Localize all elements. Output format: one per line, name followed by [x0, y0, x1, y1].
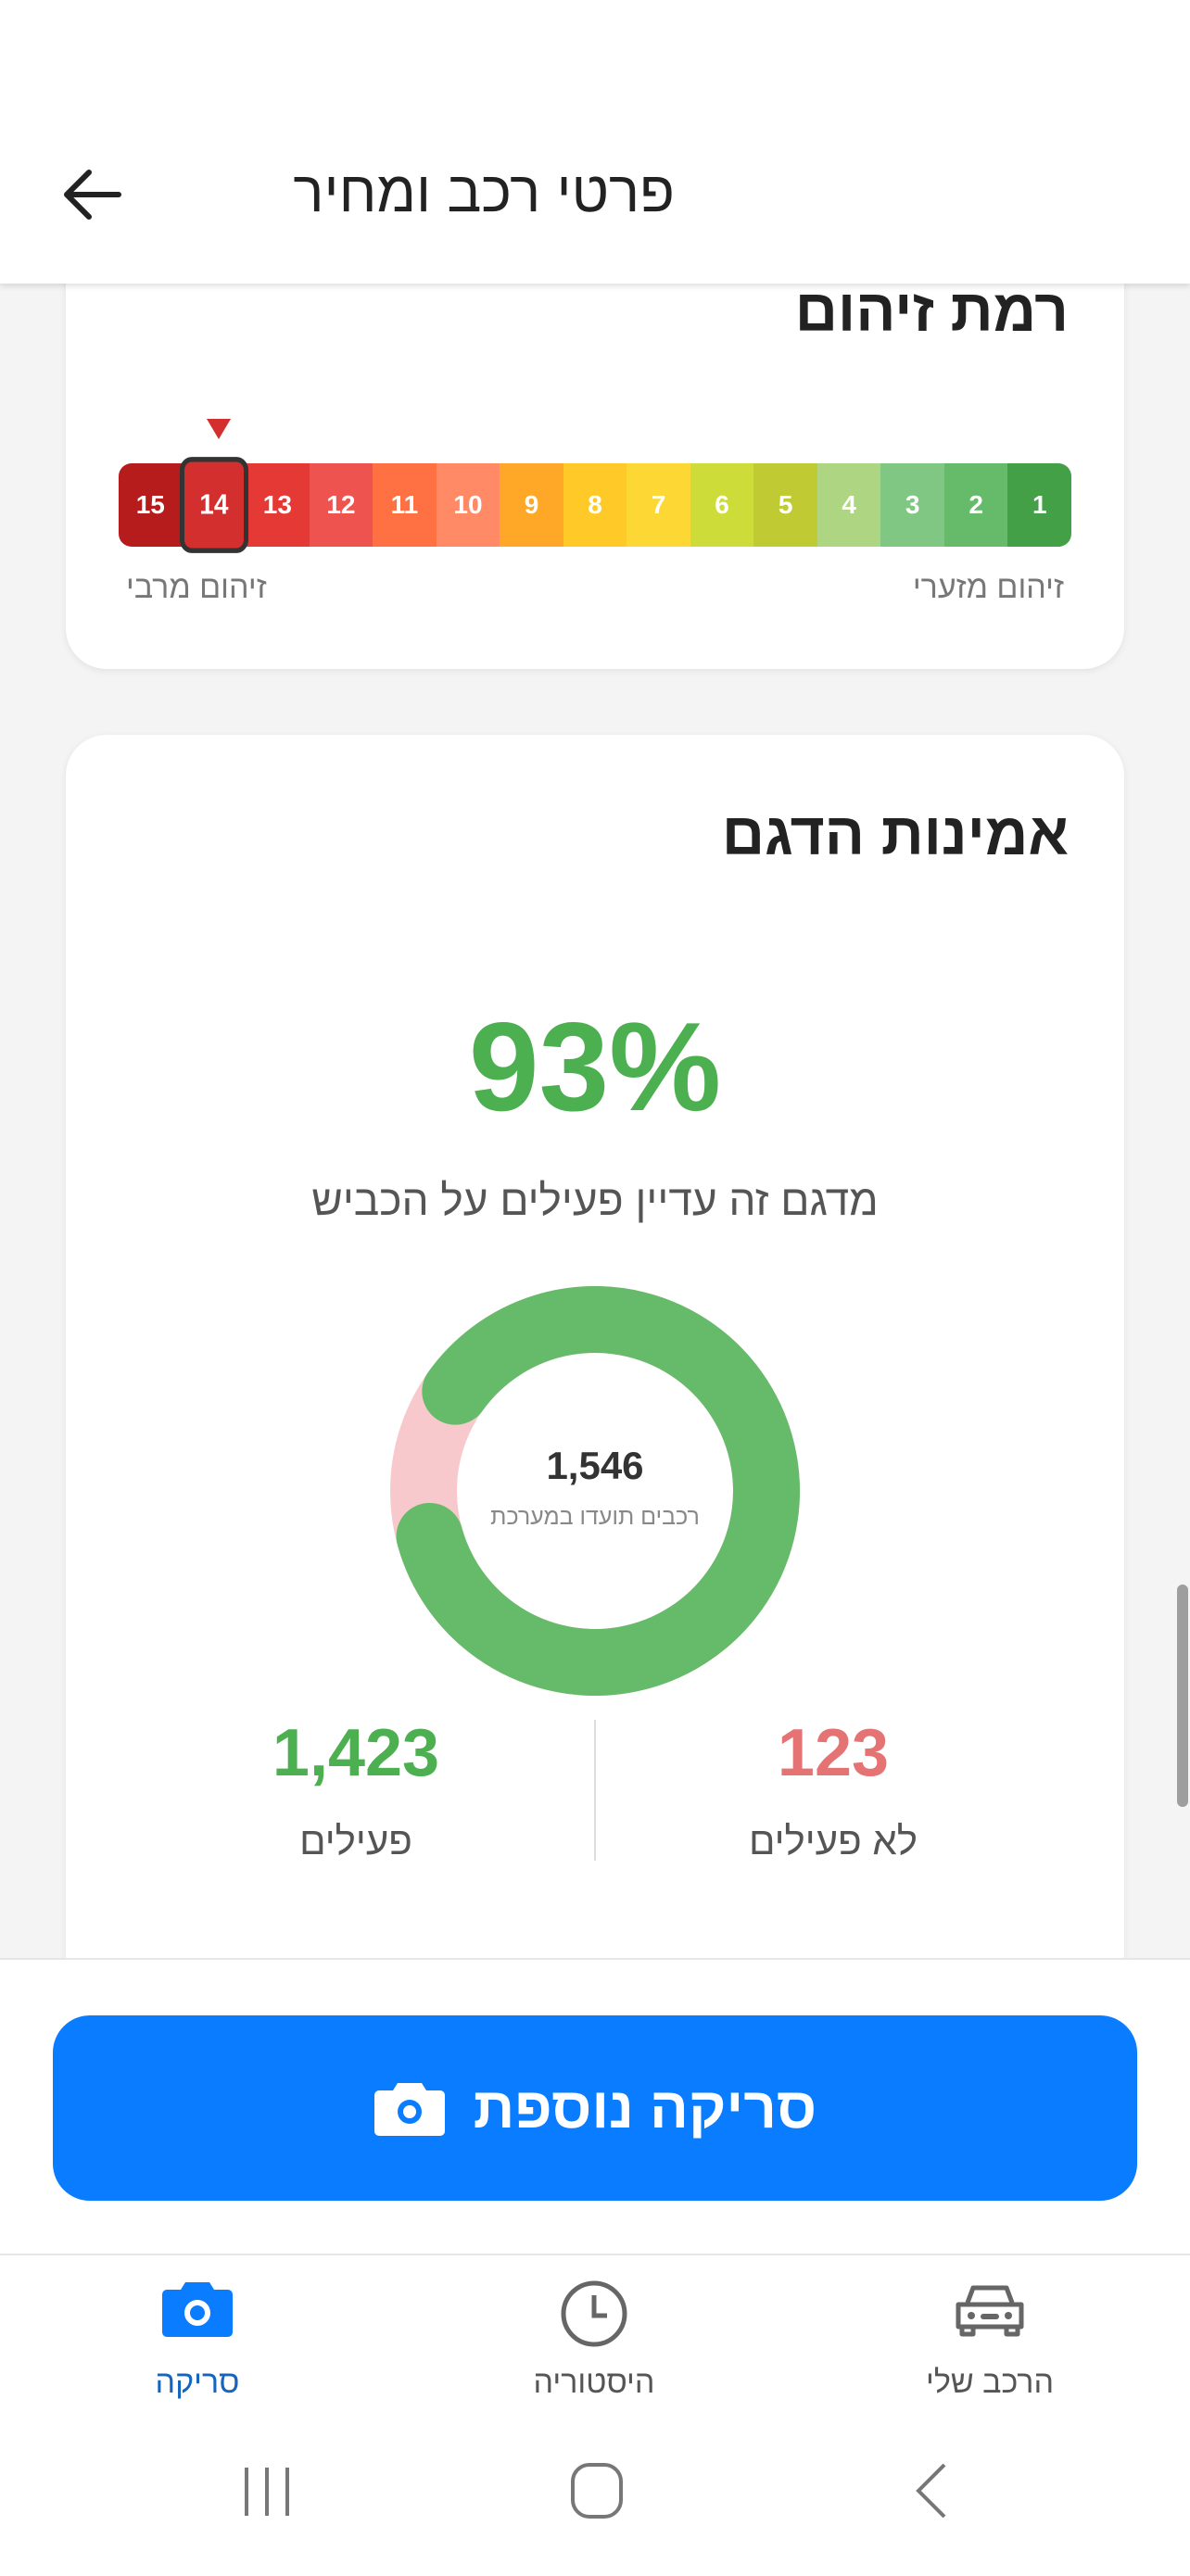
- nav-item-history[interactable]: היסטוריה: [455, 2279, 733, 2401]
- active-arc: [390, 1286, 800, 1696]
- pollution-level-10: 10: [436, 463, 500, 547]
- pollution-level-5: 5: [753, 463, 817, 547]
- nav-label: סריקה: [155, 2365, 240, 2400]
- pollution-level-13: 13: [246, 463, 310, 547]
- active-label: פעילים: [299, 1819, 412, 1863]
- scrollbar[interactable]: [1177, 1585, 1188, 1807]
- pollution-level-7: 7: [627, 463, 690, 547]
- nav-item-my-car[interactable]: הרכב שלי: [851, 2279, 1129, 2401]
- reliability-percent: 93%: [468, 996, 722, 1137]
- camera-icon: [373, 2083, 445, 2136]
- total-vehicles-label: רכבים תועדו במערכת: [490, 1504, 700, 1530]
- pollution-level-1: 1: [1007, 463, 1071, 547]
- pollution-level-14: 14: [179, 457, 249, 553]
- recent-apps-button[interactable]: [239, 2464, 295, 2524]
- nav-label: הרכב שלי: [926, 2365, 1054, 2400]
- selected-level-marker: [207, 419, 231, 439]
- arrow-left-icon: [64, 170, 121, 220]
- pollution-title: רמת זיהום: [794, 277, 1069, 344]
- clock-icon: [561, 2280, 627, 2347]
- max-pollution-label: זיהום מרבי: [126, 570, 267, 605]
- pollution-level-12: 12: [309, 463, 373, 547]
- stats-divider: [594, 1720, 596, 1861]
- inactive-label: לא פעילים: [748, 1819, 918, 1863]
- app-header: פרטי רכב ומחיר: [0, 0, 1190, 284]
- pollution-level-11: 11: [373, 463, 437, 547]
- inactive-count: 123: [777, 1716, 890, 1790]
- pollution-level-2: 2: [943, 463, 1008, 547]
- nav-label: היסטוריה: [533, 2365, 655, 2400]
- pollution-level-8: 8: [563, 463, 627, 547]
- pollution-level-4: 4: [817, 463, 881, 547]
- system-back-button[interactable]: [913, 2461, 950, 2525]
- back-button[interactable]: [56, 158, 130, 232]
- scan-again-button[interactable]: סריקה נוספת: [53, 2015, 1137, 2201]
- pollution-level-3: 3: [880, 463, 944, 547]
- bottom-nav: סריקה היסטוריה הרכב שלי: [0, 2254, 1190, 2576]
- reliability-donut: [390, 1286, 800, 1696]
- reliability-title: אמינות הדגם: [721, 801, 1069, 867]
- recent-apps-icon: [245, 2468, 289, 2516]
- pollution-scale: 1 2 3 4 5 6 7 8 9 10 11 12 13 14 15: [119, 457, 1071, 553]
- camera-icon: [162, 2282, 233, 2337]
- total-vehicles: 1,546: [546, 1444, 644, 1487]
- min-pollution-label: זיהום מזערי: [912, 570, 1064, 605]
- home-button[interactable]: [569, 2461, 625, 2525]
- nav-item-scan[interactable]: סריקה: [58, 2279, 336, 2401]
- car-icon: [956, 2285, 1024, 2337]
- pollution-level-15: 15: [119, 463, 183, 547]
- action-panel: סריקה נוספת: [0, 1958, 1190, 2254]
- scan-again-label: סריקה נוספת: [473, 2076, 817, 2140]
- pollution-level-6: 6: [690, 463, 754, 547]
- chevron-left-icon: [916, 2463, 946, 2519]
- active-count: 1,423: [272, 1716, 440, 1790]
- home-icon: [571, 2463, 623, 2519]
- reliability-subtitle: מדגם זה עדיין פעילים על הכביש: [311, 1176, 879, 1224]
- pollution-level-9: 9: [500, 463, 563, 547]
- page-title: פרטי רכב ומחיר: [293, 160, 675, 224]
- reliability-card: אמינות הדגם 93% מדגם זה עדיין פעילים על …: [66, 735, 1124, 1995]
